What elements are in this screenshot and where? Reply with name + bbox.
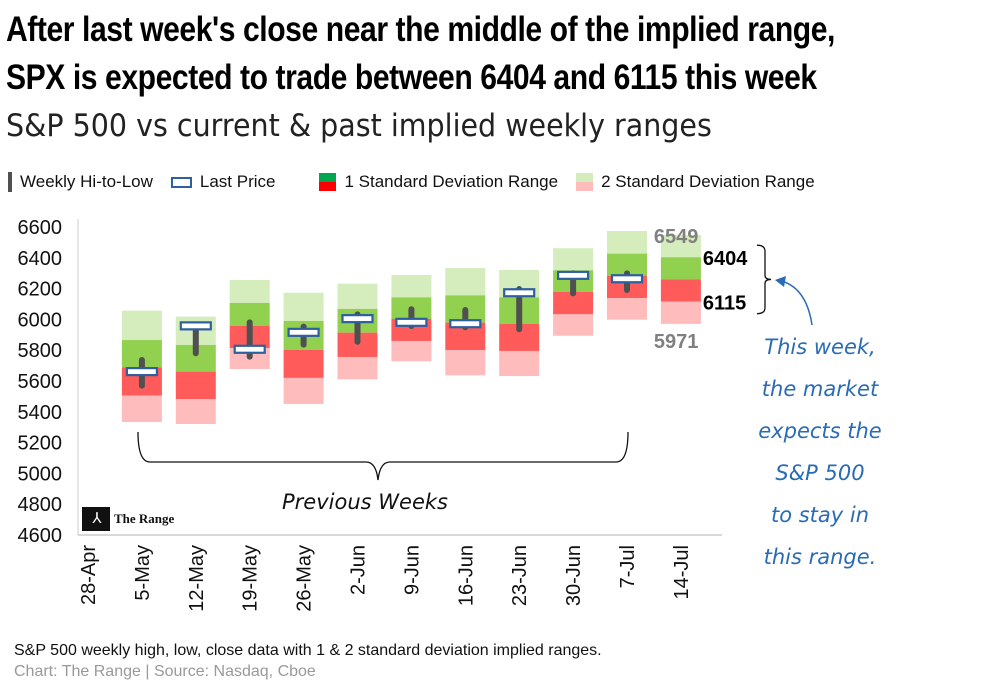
range-brace (756, 244, 772, 315)
last-price-marker (287, 327, 320, 337)
annotation-arrow (776, 279, 813, 326)
headline-line-1: After last week's close near the middle … (6, 10, 835, 49)
x-tick-label: 5-May (132, 545, 154, 601)
y-tick-label: 5000 (18, 463, 63, 485)
sd2-low-label: 5971 (654, 331, 699, 353)
y-tick-label: 6600 (18, 217, 63, 239)
legend-last: Last Price (170, 172, 276, 192)
legend-sd2: 2 Standard Deviation Range (576, 172, 815, 192)
sd1-upper-band (607, 253, 647, 276)
legend: Weekly Hi-to-Low Last Price 1 Standard D… (8, 172, 833, 192)
footnote: S&P 500 weekly high, low, close data wit… (14, 642, 602, 659)
sd2-lower-band (607, 297, 647, 320)
hilo-swatch-icon (8, 172, 12, 192)
sd2-lower-band (175, 399, 216, 424)
sd2-lower-band (121, 395, 162, 422)
y-tick-label: 5400 (18, 402, 63, 424)
annotation-line: expects the (758, 419, 882, 443)
sd2-upper-band (121, 310, 162, 341)
arrow-head-icon (775, 276, 786, 287)
sd2-upper-band (607, 231, 647, 254)
sd2-upper-band (283, 292, 324, 321)
sd2-upper-band (229, 279, 270, 303)
x-tick-label: 14-Jul (671, 545, 693, 599)
annotation-line: the market (761, 377, 879, 401)
y-tick-label: 6000 (18, 309, 63, 331)
sd2-lower-band (499, 350, 540, 377)
last-price-marker (395, 317, 428, 327)
y-tick-label: 5600 (18, 371, 63, 393)
last-price-marker (610, 274, 644, 284)
chart-subtitle: S&P 500 vs current & past implied weekly… (6, 108, 712, 144)
annotation-line: This week, (764, 335, 876, 359)
legend-last-label: Last Price (199, 172, 276, 191)
legend-sd1: 1 Standard Deviation Range (319, 172, 558, 192)
source-line: Chart: The Range | Source: Nasdaq, Cboe (14, 663, 316, 680)
legend-hilo: Weekly Hi-to-Low (8, 172, 153, 192)
sd2-lower-band (283, 377, 324, 404)
sd2-lower-band (391, 340, 432, 362)
the-range-logo: ⅄ The Range (82, 507, 174, 531)
sd2-lower-band (445, 350, 486, 376)
x-tick-label: 19-May (240, 545, 262, 612)
annotation-line: this range. (763, 545, 877, 569)
x-tick-label: 23-Jun (509, 545, 531, 606)
sd1-high-label: 6404 (703, 248, 748, 270)
annotation-line: S&P 500 (775, 461, 865, 485)
legend-sd1-label: 1 Standard Deviation Range (344, 172, 559, 191)
sd1-lower-band (553, 291, 594, 315)
annotation-text: This week, the market expects the S&P 500 to… (740, 326, 900, 578)
sd2-upper-band (445, 267, 486, 296)
sd2-upper-band (337, 283, 378, 309)
last-price-marker (179, 321, 212, 331)
sd2-lower-band (660, 301, 701, 324)
headline-line-2: SPX is expected to trade between 6404 an… (6, 58, 817, 97)
x-tick-label: 9-Jun (401, 545, 423, 595)
sd1-lower-band (660, 279, 701, 302)
last-price-marker (125, 367, 159, 377)
previous-weeks-label: Previous Weeks (282, 490, 448, 514)
sd1-low-label: 6115 (703, 293, 746, 315)
sd1-swatch-icon (319, 173, 337, 191)
sd2-lower-band (337, 356, 378, 380)
y-tick-label: 5800 (18, 340, 63, 362)
x-tick-label: 26-May (294, 545, 316, 612)
last-price-swatch-icon (170, 176, 192, 188)
legend-hilo-label: Weekly Hi-to-Low (20, 172, 153, 191)
y-tick-label: 5200 (18, 433, 63, 455)
last-price-marker (341, 314, 374, 324)
sd2-upper-band (553, 248, 594, 271)
x-tick-label: 12-May (186, 545, 208, 612)
sd1-upper-band (660, 257, 701, 280)
x-tick-label: 30-Jun (563, 545, 585, 606)
sd1-lower-band (175, 371, 216, 400)
x-tick-label: 28-Apr (78, 545, 100, 605)
last-price-marker (556, 270, 590, 280)
sd2-upper-band (660, 234, 701, 258)
x-tick-label: 2-Jun (348, 545, 370, 595)
last-price-marker (233, 344, 266, 354)
sd2-upper-band (391, 275, 432, 298)
sd2-swatch-icon (576, 173, 594, 191)
y-tick-label: 6400 (18, 248, 63, 270)
x-tick-label: 16-Jun (455, 545, 477, 606)
y-tick-label: 4600 (18, 525, 63, 547)
logo-mark-icon: ⅄ (82, 507, 110, 531)
y-tick-label: 6200 (18, 279, 63, 301)
legend-sd2-label: 2 Standard Deviation Range (601, 172, 815, 191)
last-price-marker (503, 288, 536, 298)
sd2-high-label: 6549 (654, 226, 699, 248)
last-price-marker (449, 319, 482, 329)
sd2-lower-band (553, 314, 594, 336)
annotation-line: to stay in (770, 503, 870, 527)
sd1-upper-band (229, 302, 270, 326)
x-tick-label: 7-Jul (617, 545, 639, 588)
previous-weeks-brace (137, 431, 629, 481)
y-tick-label: 4800 (18, 494, 63, 516)
sd1-lower-band (283, 349, 324, 378)
logo-text: The Range (114, 511, 175, 526)
